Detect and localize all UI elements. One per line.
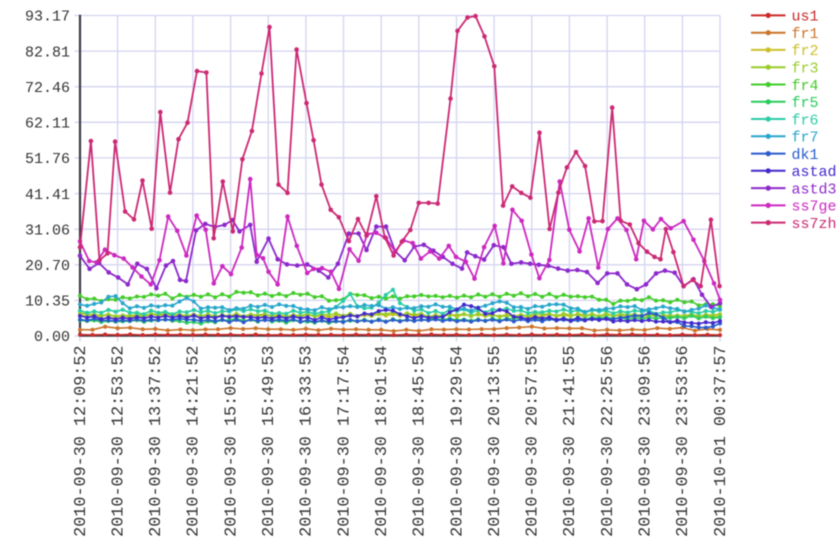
svg-text:fr4: fr4: [792, 78, 819, 95]
svg-text:astad: astad: [792, 164, 837, 181]
svg-text:41.41: 41.41: [25, 187, 70, 204]
svg-text:2010-09-30 13:37:52: 2010-09-30 13:37:52: [147, 346, 166, 537]
svg-text:2010-09-30 12:09:52: 2010-09-30 12:09:52: [72, 346, 91, 537]
svg-text:2010-09-30 14:21:52: 2010-09-30 14:21:52: [185, 346, 204, 537]
svg-text:fr1: fr1: [792, 26, 819, 43]
svg-text:2010-09-30 23:09:56: 2010-09-30 23:09:56: [637, 346, 656, 537]
svg-text:fr2: fr2: [792, 43, 819, 60]
svg-text:ss7zh: ss7zh: [792, 216, 837, 233]
svg-text:dk1: dk1: [792, 147, 819, 164]
svg-text:10.35: 10.35: [25, 294, 70, 311]
svg-text:2010-10-01 00:37:57: 2010-10-01 00:37:57: [712, 346, 731, 537]
svg-text:2010-09-30 22:25:56: 2010-09-30 22:25:56: [599, 346, 618, 537]
svg-text:62.11: 62.11: [25, 116, 70, 133]
svg-text:93.17: 93.17: [25, 9, 70, 26]
svg-text:82.81: 82.81: [25, 44, 70, 61]
svg-text:2010-09-30 18:45:54: 2010-09-30 18:45:54: [411, 346, 430, 537]
svg-text:2010-09-30 21:41:55: 2010-09-30 21:41:55: [561, 346, 580, 537]
svg-text:2010-09-30 17:17:54: 2010-09-30 17:17:54: [335, 346, 354, 537]
svg-text:us1: us1: [792, 9, 819, 26]
svg-text:fr5: fr5: [792, 95, 819, 112]
svg-text:72.46: 72.46: [25, 80, 70, 97]
svg-text:fr3: fr3: [792, 61, 819, 78]
svg-text:2010-09-30 20:57:55: 2010-09-30 20:57:55: [524, 346, 543, 537]
svg-text:2010-09-30 20:13:55: 2010-09-30 20:13:55: [486, 346, 505, 537]
svg-text:2010-09-30 15:05:53: 2010-09-30 15:05:53: [222, 346, 241, 537]
svg-text:2010-09-30 19:29:54: 2010-09-30 19:29:54: [448, 346, 467, 537]
svg-text:2010-09-30 16:33:53: 2010-09-30 16:33:53: [298, 346, 317, 537]
svg-text:2010-09-30 18:01:54: 2010-09-30 18:01:54: [373, 346, 392, 537]
svg-text:fr6: fr6: [792, 112, 819, 129]
svg-text:astd3: astd3: [792, 181, 837, 198]
svg-text:2010-09-30 15:49:53: 2010-09-30 15:49:53: [260, 346, 279, 537]
svg-text:fr7: fr7: [792, 130, 819, 147]
svg-text:2010-09-30 12:53:52: 2010-09-30 12:53:52: [109, 346, 128, 537]
svg-text:0.00: 0.00: [34, 329, 70, 346]
svg-text:2010-09-30 23:53:56: 2010-09-30 23:53:56: [674, 346, 693, 537]
svg-text:20.70: 20.70: [25, 258, 70, 275]
svg-text:31.06: 31.06: [25, 222, 70, 239]
svg-text:ss7ge: ss7ge: [792, 199, 837, 216]
svg-text:51.76: 51.76: [25, 151, 70, 168]
